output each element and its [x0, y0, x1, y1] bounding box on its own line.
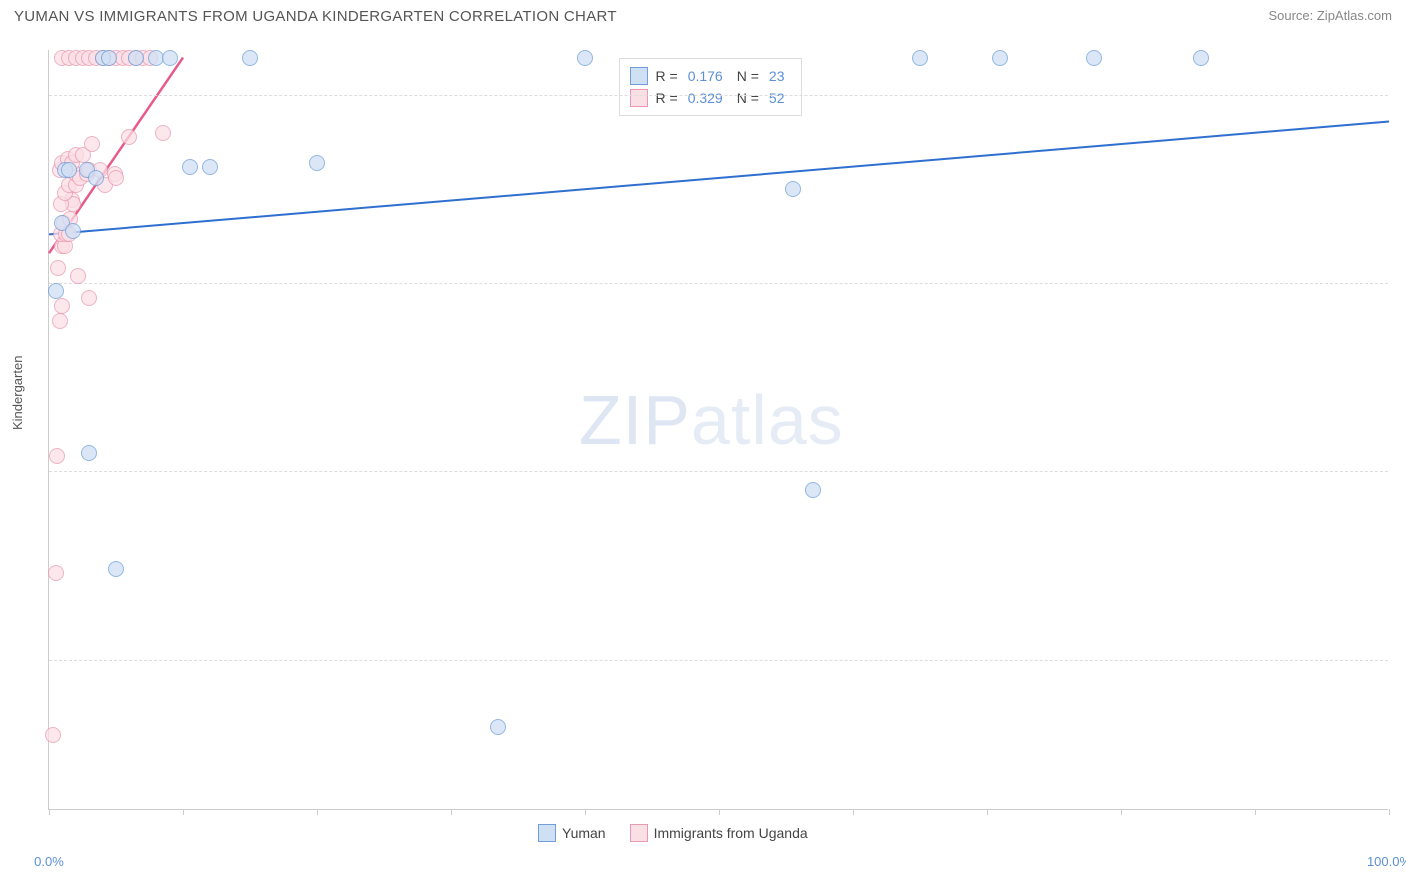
x-tick-mark — [585, 809, 586, 815]
x-tick-label: 100.0% — [1367, 854, 1406, 869]
y-tick-label: 92.5% — [1398, 652, 1406, 667]
scatter-point — [992, 50, 1008, 66]
scatter-point — [108, 170, 124, 186]
scatter-point — [1086, 50, 1102, 66]
legend-swatch — [630, 824, 648, 842]
scatter-point — [52, 313, 68, 329]
scatter-point — [81, 290, 97, 306]
source-attribution: Source: ZipAtlas.com — [1268, 8, 1392, 23]
legend-n-label: N = — [737, 68, 759, 84]
legend-n-value: 23 — [769, 68, 785, 84]
legend-r-value: 0.329 — [688, 90, 723, 106]
watermark-left: ZIP — [579, 381, 691, 459]
x-tick-mark — [1121, 809, 1122, 815]
y-tick-label: 100.0% — [1398, 88, 1406, 103]
x-tick-mark — [1255, 809, 1256, 815]
x-tick-mark — [853, 809, 854, 815]
scatter-point — [162, 50, 178, 66]
legend-n-value: 52 — [769, 90, 785, 106]
source-prefix: Source: — [1268, 8, 1316, 23]
scatter-point — [912, 50, 928, 66]
scatter-point — [785, 181, 801, 197]
x-tick-mark — [317, 809, 318, 815]
scatter-point — [128, 50, 144, 66]
scatter-point — [108, 561, 124, 577]
scatter-point — [48, 283, 64, 299]
y-tick-label: 97.5% — [1398, 276, 1406, 291]
gridline-h — [49, 95, 1388, 96]
y-tick-label: 95.0% — [1398, 464, 1406, 479]
legend-stats: R = 0.176 N = 23 R = 0.329 N = 52 — [619, 58, 802, 116]
legend-swatch — [630, 67, 648, 85]
x-tick-mark — [49, 809, 50, 815]
scatter-point — [490, 719, 506, 735]
scatter-point — [48, 565, 64, 581]
scatter-point — [88, 170, 104, 186]
legend-r-label: R = — [656, 90, 678, 106]
watermark-right: atlas — [691, 381, 844, 459]
legend-stat-row: R = 0.329 N = 52 — [630, 87, 791, 109]
gridline-h — [49, 660, 1388, 661]
legend-n-label: N = — [737, 90, 759, 106]
plot-area: ZIPatlas R =0.176N =23R =0.329N =52 92.5… — [48, 50, 1388, 810]
scatter-point — [84, 136, 100, 152]
y-axis-label: Kindergarten — [10, 356, 25, 430]
legend-swatch — [538, 824, 556, 842]
scatter-point — [70, 268, 86, 284]
source-link[interactable]: ZipAtlas.com — [1317, 8, 1392, 23]
scatter-point — [242, 50, 258, 66]
legend-series-label: Yuman — [562, 825, 606, 841]
x-tick-mark — [719, 809, 720, 815]
scatter-point — [65, 223, 81, 239]
legend-stat-row: R = 0.176 N = 23 — [630, 65, 791, 87]
scatter-point — [61, 162, 77, 178]
plot-canvas: ZIPatlas R =0.176N =23R =0.329N =52 92.5… — [48, 50, 1388, 810]
scatter-point — [121, 129, 137, 145]
scatter-point — [805, 482, 821, 498]
scatter-point — [81, 445, 97, 461]
scatter-point — [1193, 50, 1209, 66]
scatter-point — [155, 125, 171, 141]
x-tick-mark — [987, 809, 988, 815]
scatter-point — [49, 448, 65, 464]
watermark: ZIPatlas — [579, 380, 844, 460]
x-tick-label: 0.0% — [34, 854, 64, 869]
scatter-point — [45, 727, 61, 743]
scatter-point — [54, 298, 70, 314]
gridline-h — [49, 471, 1388, 472]
chart-title: YUMAN VS IMMIGRANTS FROM UGANDA KINDERGA… — [14, 8, 617, 25]
legend-r-label: R = — [656, 68, 678, 84]
scatter-point — [202, 159, 218, 175]
legend-r-value: 0.176 — [688, 68, 723, 84]
legend-series: Yuman Immigrants from Uganda — [538, 824, 808, 842]
scatter-point — [577, 50, 593, 66]
scatter-point — [309, 155, 325, 171]
legend-series-label: Immigrants from Uganda — [654, 825, 808, 841]
scatter-point — [50, 260, 66, 276]
legend-series-item: Immigrants from Uganda — [630, 824, 808, 842]
scatter-point — [182, 159, 198, 175]
scatter-point — [101, 50, 117, 66]
x-tick-mark — [451, 809, 452, 815]
header: YUMAN VS IMMIGRANTS FROM UGANDA KINDERGA… — [0, 0, 1406, 29]
x-tick-mark — [1389, 809, 1390, 815]
legend-swatch — [630, 89, 648, 107]
trend-line — [49, 121, 1389, 234]
x-tick-mark — [183, 809, 184, 815]
legend-series-item: Yuman — [538, 824, 606, 842]
gridline-h — [49, 283, 1388, 284]
trend-lines — [49, 50, 1389, 810]
